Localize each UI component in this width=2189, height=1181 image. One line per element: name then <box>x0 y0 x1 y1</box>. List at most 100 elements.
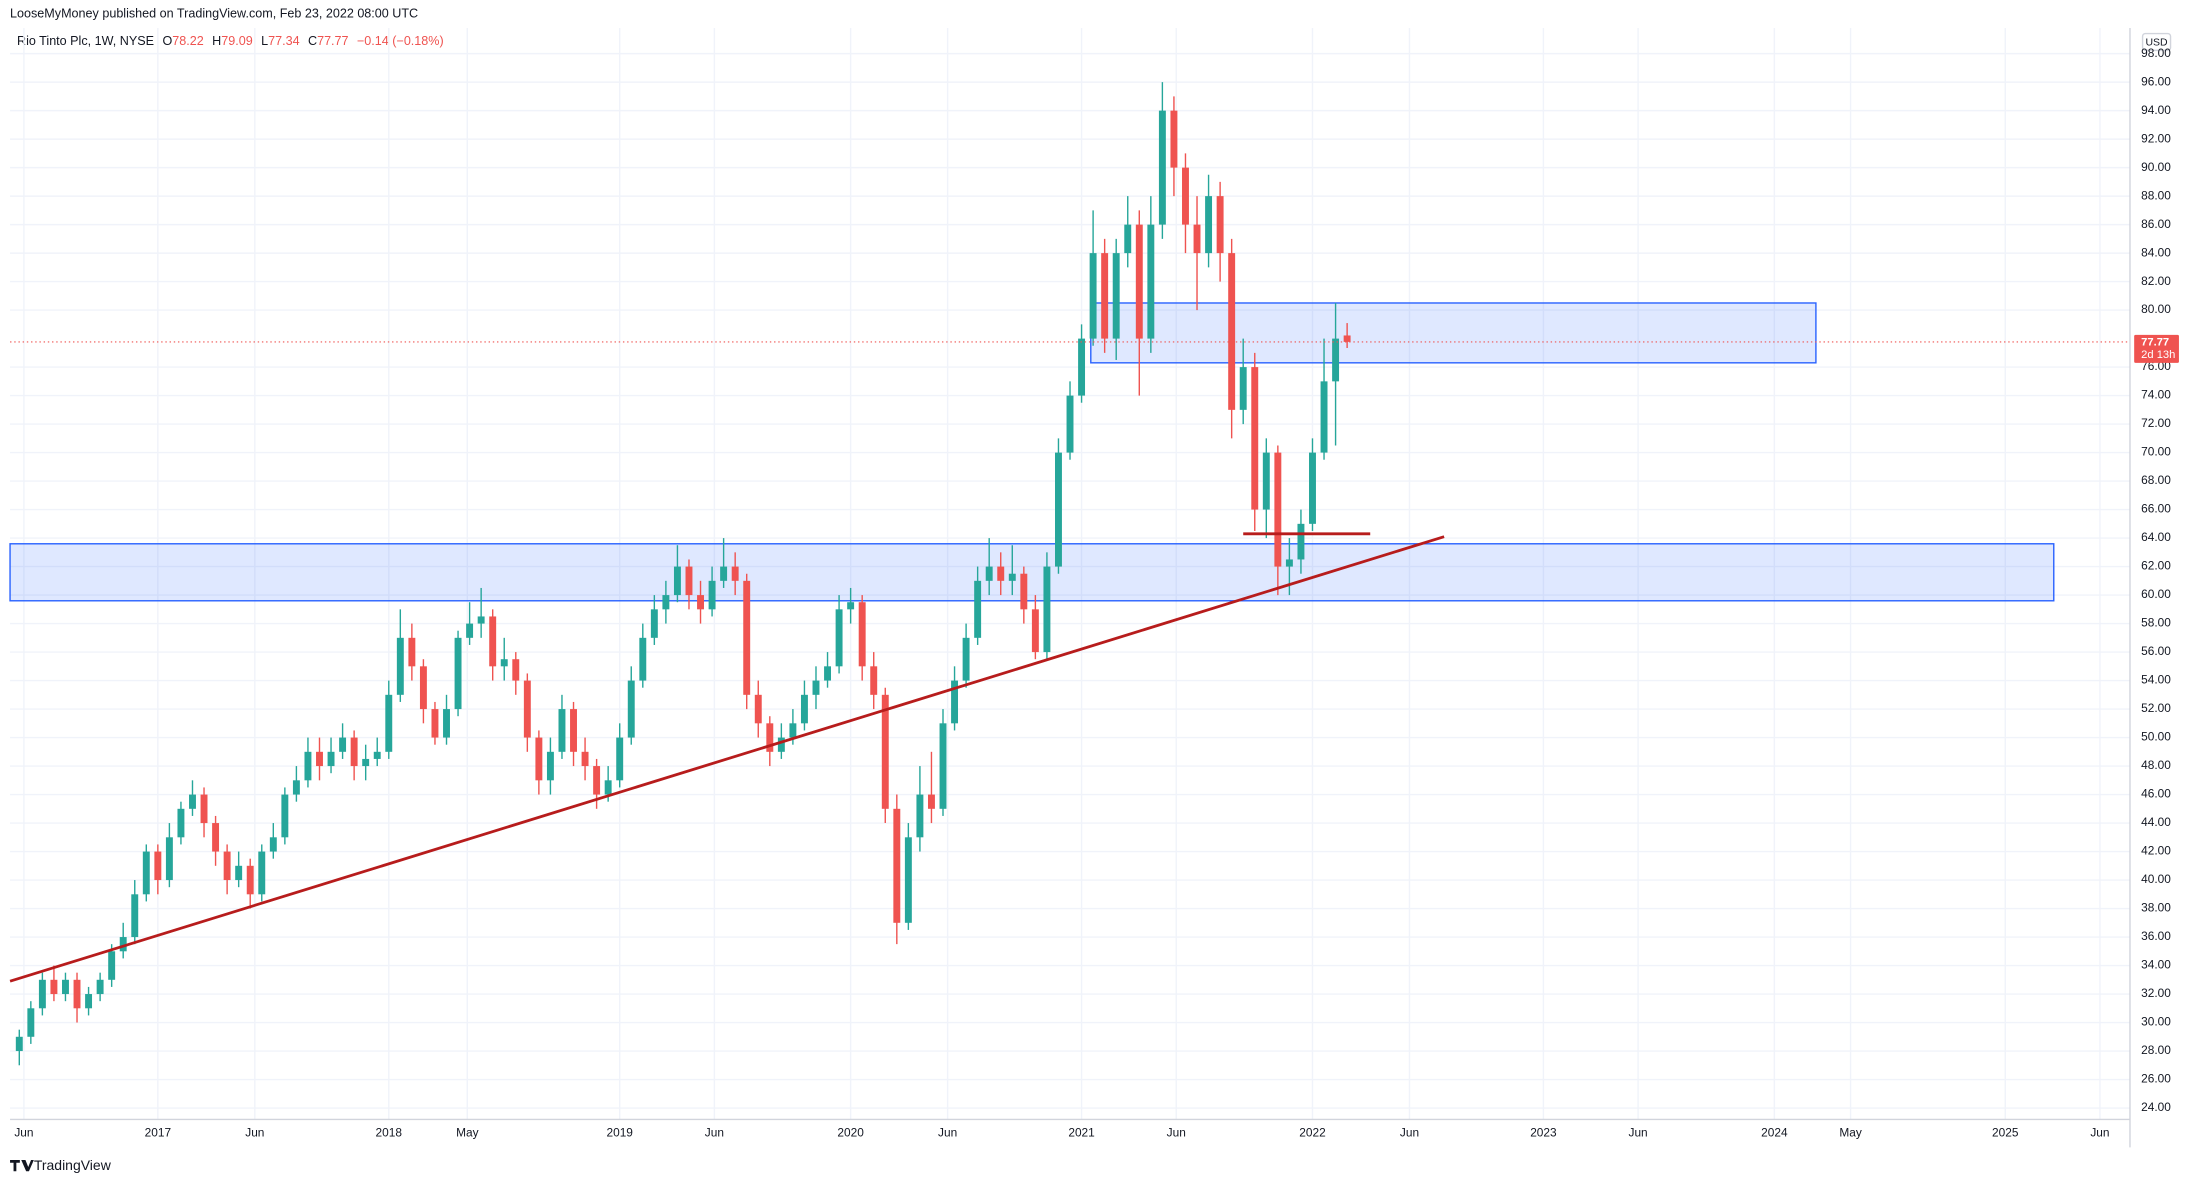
candle-body <box>1066 395 1074 453</box>
candle-body <box>1216 196 1224 254</box>
candle-body <box>1147 224 1155 339</box>
countdown: 2d 13h <box>2141 349 2175 361</box>
candle-body <box>1135 224 1143 339</box>
y-tick-label: 68.00 <box>2141 473 2171 487</box>
candle-body <box>142 851 150 895</box>
y-tick-label: 36.00 <box>2141 929 2171 943</box>
y-tick-label: 64.00 <box>2141 530 2171 544</box>
y-tick-label: 72.00 <box>2141 416 2171 430</box>
candle-body <box>766 723 774 752</box>
header: LooseMyMoney published on TradingView.co… <box>10 6 418 20</box>
candle-body <box>604 780 612 795</box>
zone <box>9 543 2055 602</box>
y-tick-label: 40.00 <box>2141 872 2171 886</box>
candle-body <box>281 794 289 838</box>
candle-body <box>443 709 450 738</box>
y-tick-label: 56.00 <box>2141 644 2171 658</box>
candle-body <box>777 737 785 752</box>
candle-body <box>1055 452 1062 567</box>
x-tick-label: Jun <box>1167 1126 1186 1140</box>
y-tick-label: 70.00 <box>2141 445 2171 459</box>
x-tick-label: May <box>456 1126 478 1140</box>
candle-body <box>639 637 647 681</box>
logo: TradingView <box>10 1157 112 1173</box>
candle-body <box>350 737 358 767</box>
candle-body <box>235 865 243 881</box>
candle-body <box>616 737 624 781</box>
legend-key: H <box>212 34 221 48</box>
candle-body <box>1112 253 1120 339</box>
y-tick-label: 46.00 <box>2141 787 2171 801</box>
x-tick-label: 2019 <box>606 1126 633 1140</box>
candle-body <box>131 894 139 938</box>
candle-body <box>1285 559 1293 567</box>
candle-body <box>535 737 543 781</box>
candle-body <box>673 566 681 596</box>
x-tick-label: Jun <box>14 1126 33 1140</box>
candle-body <box>500 659 508 667</box>
legend-value: 78.22 <box>172 34 203 48</box>
candle-body <box>119 937 127 952</box>
candle-body <box>789 723 797 738</box>
candle-body <box>1228 253 1236 410</box>
candle-body <box>408 637 416 667</box>
candle-body <box>327 751 335 767</box>
candle-body <box>1332 338 1340 382</box>
candle-body <box>27 1008 35 1037</box>
legend-value: 79.09 <box>221 34 252 48</box>
candle-body <box>546 751 554 781</box>
candle-body <box>916 794 924 838</box>
last-price-label: 77.77 <box>2141 337 2169 349</box>
y-tick-label: 52.00 <box>2141 701 2171 715</box>
legend-value: 77.34 <box>268 34 299 48</box>
y-tick-label: 90.00 <box>2141 160 2171 174</box>
x-tick-label: Jun <box>1629 1126 1648 1140</box>
candle-body <box>558 709 566 752</box>
candle-body <box>927 794 935 809</box>
x-tick-label: 2023 <box>1530 1126 1557 1140</box>
candle-body <box>1158 110 1166 225</box>
candle-body <box>720 566 728 581</box>
candle-body <box>685 566 693 596</box>
y-tick-label: 42.00 <box>2141 844 2171 858</box>
candle-body <box>523 680 531 738</box>
candle-body <box>419 666 427 710</box>
candle-body <box>893 808 901 923</box>
candle-body <box>1031 609 1039 653</box>
candle-body <box>951 680 959 724</box>
y-tick-label: 34.00 <box>2141 958 2171 972</box>
candle-body <box>431 709 439 738</box>
candle-body <box>362 758 370 767</box>
candle-body <box>743 580 751 695</box>
y-tick-label: 62.00 <box>2141 559 2171 573</box>
candle-body <box>85 994 93 1009</box>
y-tick-label: 60.00 <box>2141 587 2171 601</box>
x-tick-label: 2025 <box>1992 1126 2019 1140</box>
y-tick-label: 30.00 <box>2141 1015 2171 1029</box>
y-tick-label: 66.00 <box>2141 502 2171 516</box>
y-tick-label: 50.00 <box>2141 730 2171 744</box>
candle-body <box>477 616 485 624</box>
candle-body <box>316 751 323 767</box>
candle-body <box>1309 452 1316 524</box>
candle-body <box>985 566 993 581</box>
x-tick-label: Jun <box>245 1126 264 1140</box>
candle-body <box>189 794 196 809</box>
candle-body <box>1101 253 1109 339</box>
y-tick-label: 96.00 <box>2141 74 2171 88</box>
currency-box <box>2141 32 2172 52</box>
y-tick-label: 28.00 <box>2141 1043 2171 1057</box>
footer: TradingView <box>34 1157 112 1173</box>
candle-body <box>466 623 474 638</box>
logo-icon <box>10 1160 34 1172</box>
candle-body <box>593 766 601 795</box>
y-tick-label: 84.00 <box>2141 245 2171 259</box>
candle-body <box>385 694 393 752</box>
x-tick-label: 2021 <box>1068 1126 1095 1140</box>
last-price-box <box>2134 334 2179 363</box>
y-tick-label: 88.00 <box>2141 188 2171 202</box>
candle-body <box>223 851 231 881</box>
candle-body <box>824 666 832 681</box>
candle-body <box>650 609 658 638</box>
